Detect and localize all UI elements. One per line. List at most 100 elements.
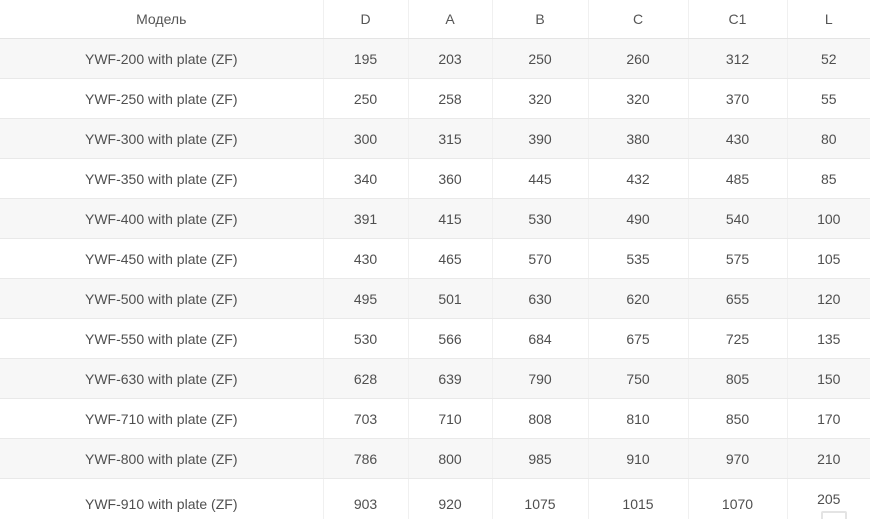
table-row: YWF-250 with plate (ZF) 250 258 320 320 370 55 [0, 78, 870, 119]
value-cell: 170 [786, 398, 870, 439]
value-cell: 903 [322, 478, 408, 519]
table-row: YWF-800 with plate (ZF) 786 800 985 910 970 21… [0, 438, 870, 479]
model-cell: YWF-550 with plate (ZF) [0, 318, 323, 359]
value-cell: 570 [491, 238, 588, 279]
value-cell: 105 [786, 238, 870, 279]
value-cell: 85 [786, 158, 870, 199]
value-cell: 630 [491, 278, 588, 319]
value-cell: 501 [407, 278, 492, 319]
model-cell: YWF-300 with plate (ZF) [0, 118, 323, 159]
value-cell: 620 [587, 278, 688, 319]
value-cell: 639 [407, 358, 492, 399]
value-cell: 320 [587, 78, 688, 119]
value-cell: 566 [407, 318, 492, 359]
value-cell: 258 [407, 78, 492, 119]
value-cell: 920 [407, 478, 492, 519]
value-cell: 120 [786, 278, 870, 319]
header-row: Модель D A B C C1 L [0, 0, 870, 39]
column-header-c: C [587, 0, 688, 39]
table-row: YWF-400 with plate (ZF) 391 415 530 490 540 10… [0, 198, 870, 239]
value-cell: 684 [491, 318, 588, 359]
table-row: YWF-450 with plate (ZF) 430 465 570 535 575 10… [0, 238, 870, 279]
value-cell: 380 [587, 118, 688, 159]
value-cell: 370 [687, 78, 787, 119]
value-cell: 540 [687, 198, 787, 239]
value-cell: 805 [687, 358, 787, 399]
value-cell: 985 [491, 438, 588, 479]
table-row: YWF-630 with plate (ZF) 628 639 790 750 805 15… [0, 358, 870, 399]
table-row: YWF-300 with plate (ZF) 300 315 390 380 430 80 [0, 118, 870, 159]
column-header-model: Модель [0, 0, 323, 39]
model-cell: YWF-250 with plate (ZF) [0, 78, 323, 119]
value-cell: 100 [786, 198, 870, 239]
value-cell: 808 [491, 398, 588, 439]
table-body: YWF-200 with plate (ZF) 195 203 250 260 312 52… [0, 38, 870, 519]
value-cell: 490 [587, 198, 688, 239]
value-cell: 55 [786, 78, 870, 119]
value-cell: 52 [786, 38, 870, 79]
column-header-c1: C1 [687, 0, 787, 39]
value-cell: 300 [322, 118, 408, 159]
value-cell: 445 [491, 158, 588, 199]
value-cell: 195 [322, 38, 408, 79]
value-cell: 203 [407, 38, 492, 79]
column-header-b: B [491, 0, 588, 39]
column-header-l: L [786, 0, 870, 39]
model-cell: YWF-910 with plate (ZF) [0, 478, 323, 519]
value-cell: 391 [322, 198, 408, 239]
value-cell: 710 [407, 398, 492, 439]
table-row: YWF-550 with plate (ZF) 530 566 684 675 725 13… [0, 318, 870, 359]
table-row: YWF-200 with plate (ZF) 195 203 250 260 312 52 [0, 38, 870, 79]
value-cell: 485 [687, 158, 787, 199]
value-cell: 970 [687, 438, 787, 479]
value-cell: 210 [786, 438, 870, 479]
table-row: YWF-910 with plate (ZF) 903 920 1075 1015 107… [0, 478, 870, 519]
value-cell: 1075 [491, 478, 588, 519]
value-cell: 575 [687, 238, 787, 279]
value-cell: 260 [587, 38, 688, 79]
value-cell: 810 [587, 398, 688, 439]
value-cell: 530 [322, 318, 408, 359]
model-cell: YWF-800 with plate (ZF) [0, 438, 323, 479]
value-cell: 135 [786, 318, 870, 359]
table-row: YWF-710 with plate (ZF) 703 710 808 810 850 17… [0, 398, 870, 439]
value-cell: 415 [407, 198, 492, 239]
table-row: YWF-350 with plate (ZF) 340 360 445 432 485 85 [0, 158, 870, 199]
value-cell: 495 [322, 278, 408, 319]
value-cell: 910 [587, 438, 688, 479]
value-cell: 320 [491, 78, 588, 119]
model-cell: YWF-200 with plate (ZF) [0, 38, 323, 79]
value-cell: 1070 [687, 478, 787, 519]
model-cell: YWF-400 with plate (ZF) [0, 198, 323, 239]
model-cell: YWF-450 with plate (ZF) [0, 238, 323, 279]
value-cell: 430 [322, 238, 408, 279]
value-cell: 535 [587, 238, 688, 279]
value-cell: 315 [407, 118, 492, 159]
value-cell: 790 [491, 358, 588, 399]
value-cell: 800 [407, 438, 492, 479]
value-cell: 390 [491, 118, 588, 159]
value-cell: 850 [687, 398, 787, 439]
value-cell: 340 [322, 158, 408, 199]
partial-image-icon [821, 511, 847, 519]
column-header-a: A [407, 0, 492, 39]
model-cell: YWF-350 with plate (ZF) [0, 158, 323, 199]
value-cell: 628 [322, 358, 408, 399]
column-header-d: D [322, 0, 408, 39]
value-cell: 432 [587, 158, 688, 199]
value-cell: 360 [407, 158, 492, 199]
value-cell: 312 [687, 38, 787, 79]
value-cell: 786 [322, 438, 408, 479]
value-cell: 250 [322, 78, 408, 119]
model-cell: YWF-500 with plate (ZF) [0, 278, 323, 319]
value-cell: 675 [587, 318, 688, 359]
model-cell: YWF-710 with plate (ZF) [0, 398, 323, 439]
value-cell: 725 [687, 318, 787, 359]
value-cell: 80 [786, 118, 870, 159]
table-row: YWF-500 with plate (ZF) 495 501 630 620 655 12… [0, 278, 870, 319]
value-cell: 750 [587, 358, 688, 399]
value-cell: 465 [407, 238, 492, 279]
value-cell: 530 [491, 198, 588, 239]
